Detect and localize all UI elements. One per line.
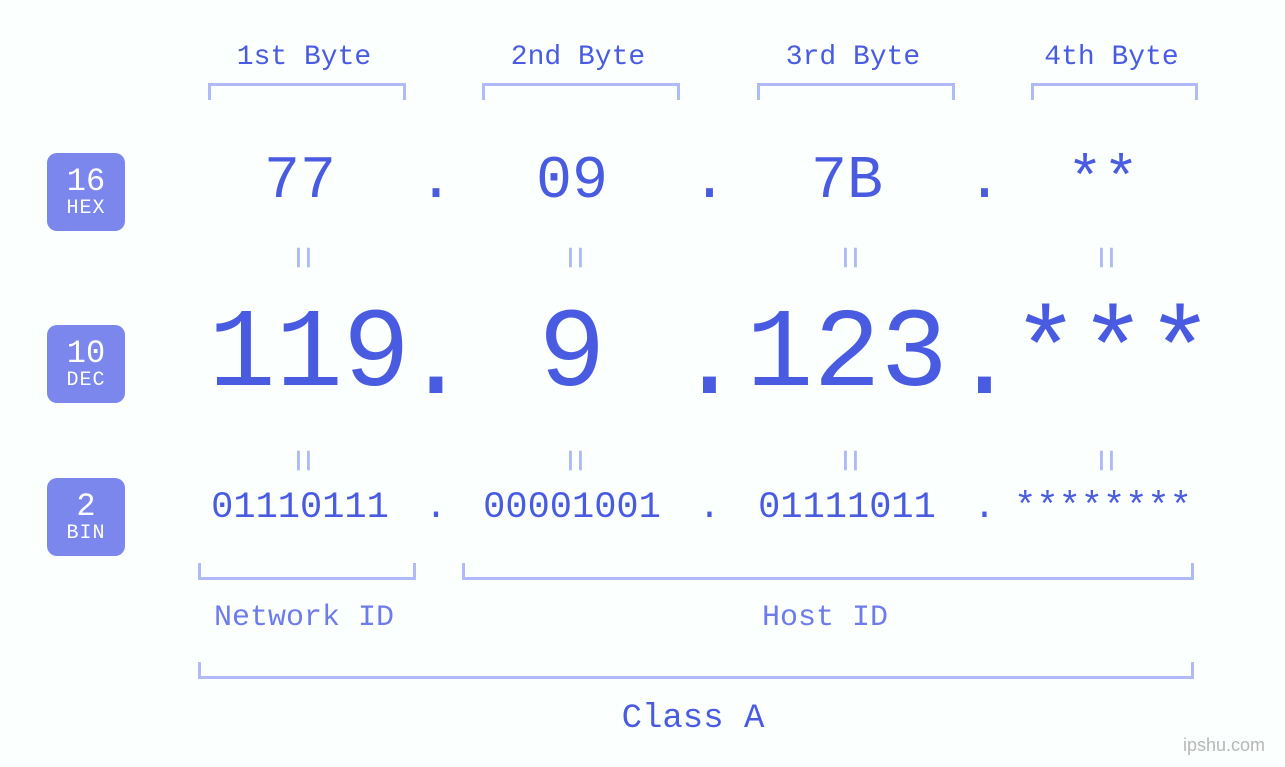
bin-dot-2: . [698,487,720,529]
bin-byte-4: ******** [1014,487,1192,529]
watermark: ipshu.com [1183,735,1265,756]
hex-dot-2: . [691,148,727,216]
network-bracket [198,563,416,580]
top-bracket-1 [208,83,406,100]
equals-hex-dec-4: = [1081,238,1126,278]
bin-dot-3: . [973,487,995,529]
bin-byte-3: 01111011 [758,487,936,529]
top-bracket-3 [757,83,955,100]
hex-byte-4: ** [1067,148,1139,216]
base-label-hex: HEX [66,198,105,219]
dec-byte-2: 9 [538,300,605,412]
base-label-dec: DEC [66,370,105,391]
dec-dot-3: . [951,300,1018,427]
base-num-dec: 10 [67,337,105,371]
bin-byte-2: 00001001 [483,487,661,529]
dec-dot-2: . [676,300,743,427]
network-id-label: Network ID [198,601,410,635]
hex-byte-2: 09 [536,148,608,216]
base-num-bin: 2 [76,490,95,524]
class-bracket [198,662,1194,679]
byte-header-1: 1st Byte [208,42,400,73]
top-bracket-2 [482,83,680,100]
byte-header-2: 2nd Byte [482,42,674,73]
host-id-label: Host ID [462,601,1188,635]
hex-byte-3: 7B [811,148,883,216]
hex-byte-1: 77 [264,148,336,216]
byte-header-4: 4th Byte [1031,42,1192,73]
byte-header-3: 3rd Byte [757,42,949,73]
class-label: Class A [198,700,1188,738]
base-badge-hex: 16 HEX [47,153,125,231]
hex-dot-1: . [418,148,454,216]
dec-dot-1: . [402,300,469,427]
base-badge-dec: 10 DEC [47,325,125,403]
equals-dec-bin-1: = [278,441,323,481]
equals-hex-dec-2: = [550,238,595,278]
dec-byte-4: *** [1012,300,1214,412]
bin-dot-1: . [425,487,447,529]
top-bracket-4 [1031,83,1198,100]
hex-dot-3: . [966,148,1002,216]
equals-dec-bin-2: = [550,441,595,481]
base-num-hex: 16 [67,165,105,199]
equals-hex-dec-1: = [278,238,323,278]
dec-byte-1: 119 [208,300,410,412]
equals-hex-dec-3: = [825,238,870,278]
equals-dec-bin-4: = [1081,441,1126,481]
equals-dec-bin-3: = [825,441,870,481]
base-badge-bin: 2 BIN [47,478,125,556]
bin-byte-1: 01110111 [211,487,389,529]
base-label-bin: BIN [66,523,105,544]
host-bracket [462,563,1194,580]
dec-byte-3: 123 [746,300,948,412]
